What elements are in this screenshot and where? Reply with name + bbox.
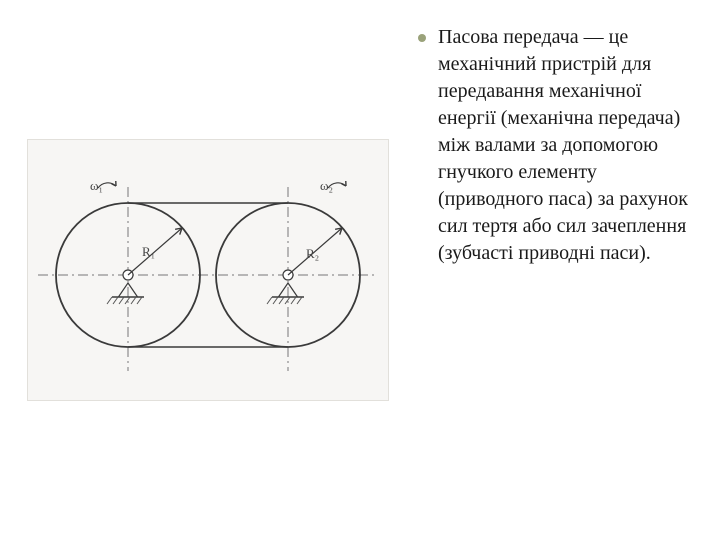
bullet-item-1: Пасова передача — це механічний пристрій… [416,24,692,267]
diagram-pane: R₁ω₁R₂ω₂ [18,24,398,516]
text-pane: Пасова передача — це механічний пристрій… [398,24,692,267]
svg-text:R₂: R₂ [306,246,319,261]
bullet-list: Пасова передача — це механічний пристрій… [416,24,692,267]
slide-root: R₁ω₁R₂ω₂ Пасова передача — це механічний… [0,0,720,540]
bullet-text-1: Пасова передача — це механічний пристрій… [438,26,688,264]
belt-drive-diagram: R₁ω₁R₂ω₂ [27,139,389,401]
svg-text:R₁: R₁ [142,244,155,259]
